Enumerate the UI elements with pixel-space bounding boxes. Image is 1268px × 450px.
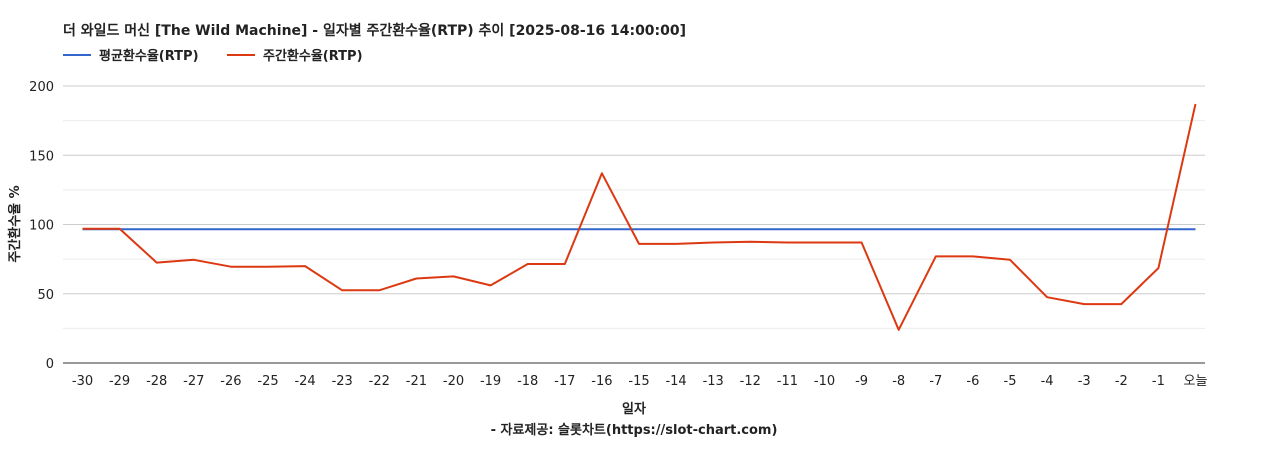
x-tick-label: -27: [183, 374, 204, 389]
x-tick-label: -2: [1115, 374, 1128, 389]
x-tick-label: -12: [740, 374, 761, 389]
x-tick-label: -28: [146, 374, 167, 389]
x-tick-label: -18: [517, 374, 538, 389]
x-tick-label: -11: [777, 374, 798, 389]
y-tick-label: 100: [29, 219, 54, 234]
x-tick-label: -20: [443, 374, 464, 389]
source-credit: - 자료제공: 슬롯차트(https://slot-chart.com): [491, 422, 778, 438]
y-tick-labels: 0 50 100 150 200: [29, 80, 54, 372]
x-tick-label: -5: [1004, 374, 1017, 389]
x-tick-label: -19: [480, 374, 501, 389]
x-tick-label: -15: [628, 374, 649, 389]
x-tick-label: -6: [966, 374, 979, 389]
x-tick-label: -17: [554, 374, 575, 389]
x-tick-label: -30: [72, 374, 93, 389]
x-axis-title: 일자: [622, 402, 646, 417]
x-tick-label: -16: [591, 374, 612, 389]
x-tick-label: -24: [294, 374, 315, 389]
x-tick-label: -13: [703, 374, 724, 389]
x-tick-label: -8: [892, 374, 905, 389]
x-tick-label: -7: [929, 374, 942, 389]
chart-title: 더 와일드 머신 [The Wild Machine] - 일자별 주간환수율(…: [63, 22, 686, 39]
x-tick-label: -25: [257, 374, 278, 389]
x-tick-labels: -30 -29 -28 -27 -26 -25 -24 -23 -22 -21 -20 -19 -18 -…: [72, 374, 1208, 389]
legend-label: 주간환수율(RTP): [263, 48, 363, 64]
x-tick-label: -22: [369, 374, 390, 389]
x-tick-label: -4: [1041, 374, 1054, 389]
series-line-weekly-rtp: [82, 103, 1197, 331]
x-tick-label: -21: [406, 374, 427, 389]
x-tick-label: -26: [220, 374, 241, 389]
y-tick-label: 200: [29, 80, 54, 95]
y-tick-label: 150: [29, 149, 54, 164]
legend: 평균환수율(RTP) 주간환수율(RTP): [63, 48, 363, 64]
x-tick-label: -23: [332, 374, 353, 389]
y-tick-label: 50: [37, 288, 54, 303]
legend-label: 평균환수율(RTP): [99, 48, 199, 64]
x-tick-label: -14: [665, 374, 686, 389]
x-tick-label: -9: [855, 374, 868, 389]
x-tick-label: -3: [1078, 374, 1091, 389]
gridlines: [63, 85, 1205, 364]
x-tick-label: 오늘: [1184, 374, 1208, 389]
x-tick-label: -29: [109, 374, 130, 389]
y-axis-title: 주간환수율 %: [7, 185, 23, 262]
x-tick-label: -10: [814, 374, 835, 389]
x-tick-label: -1: [1152, 374, 1165, 389]
y-tick-label: 0: [46, 357, 54, 372]
series-lines: [82, 103, 1197, 331]
